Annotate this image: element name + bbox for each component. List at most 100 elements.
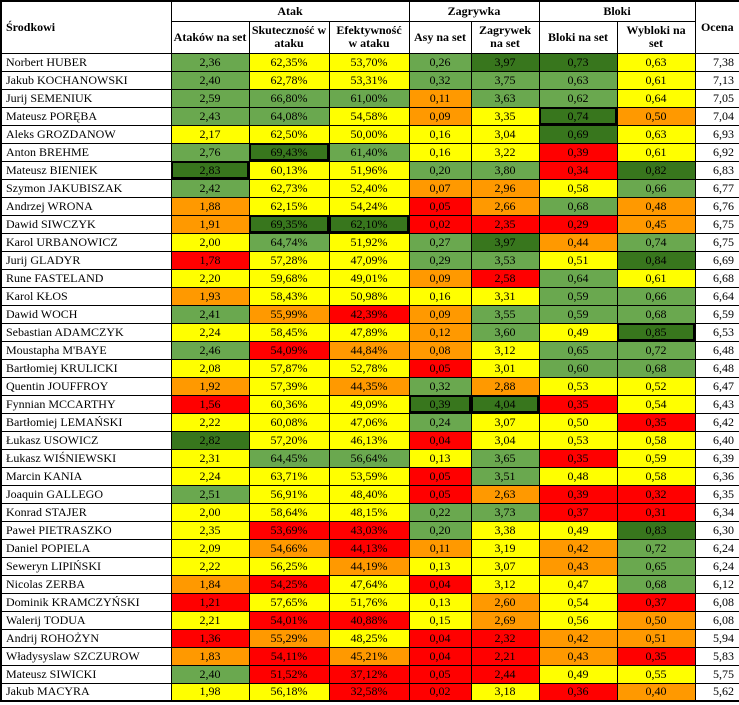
stat-cell: 0,63 <box>616 52 696 72</box>
player-name-cell: Łukasz USOWICZ <box>0 430 172 450</box>
column-header-asy-na-set: Asy na set <box>408 20 472 54</box>
stat-cell: 0,54 <box>616 394 696 414</box>
column-header-skutecznosc: Skuteczność w ataku <box>248 20 330 54</box>
player-name-cell: Karol KŁOS <box>0 286 172 306</box>
score-cell: 6,92 <box>694 142 739 162</box>
player-name-cell: Seweryn LIPIŃSKI <box>0 556 172 576</box>
score-cell: 6,39 <box>694 448 739 468</box>
player-name-cell: Norbert HUBER <box>0 52 172 72</box>
table-row: Dawid WOCH 2,41 55,99% 42,39% 0,09 3,55 0,59 0,… <box>0 304 739 324</box>
score-cell: 6,24 <box>694 556 739 576</box>
stat-cell: 0,59 <box>538 304 618 324</box>
stat-cell: 2,00 <box>170 502 250 522</box>
stat-cell: 0,11 <box>408 88 472 108</box>
stat-cell: 2,32 <box>470 628 540 648</box>
table-row: Rune FASTELAND 2,20 59,68% 49,01% 0,09 2,58 0,… <box>0 268 739 288</box>
stat-cell: 49,01% <box>328 268 410 288</box>
table-row: Łukasz WIŚNIEWSKI 2,31 64,45% 56,64% 0,13 3,6… <box>0 448 739 468</box>
table-row: Anton BREHME 2,76 69,43% 61,40% 0,16 3,22 0,39… <box>0 142 739 162</box>
stat-cell: 0,47 <box>538 574 618 594</box>
stat-cell: 0,13 <box>408 592 472 612</box>
player-name-cell: Andrij ROHOŻYN <box>0 628 172 648</box>
score-cell: 6,47 <box>694 376 739 396</box>
stat-cell: 3,18 <box>470 682 540 702</box>
table-row: Daniel POPIELA 2,09 54,66% 44,13% 0,11 3,19 0,… <box>0 538 739 558</box>
stat-cell: 0,35 <box>616 412 696 432</box>
score-cell: 6,69 <box>694 250 739 270</box>
stat-cell: 60,36% <box>248 394 330 414</box>
stat-cell: 42,39% <box>328 304 410 324</box>
stat-cell: 0,45 <box>616 214 696 234</box>
stat-cell: 62,35% <box>248 52 330 72</box>
stat-cell: 45,21% <box>328 646 410 666</box>
header-group-row: Środkowi Atak Zagrywka Bloki Ocena <box>0 0 739 54</box>
stat-cell: 0,09 <box>408 268 472 288</box>
stat-cell: 2,51 <box>170 484 250 504</box>
stat-cell: 0,49 <box>538 664 618 684</box>
stat-cell: 0,05 <box>408 358 472 378</box>
stat-cell: 3,75 <box>470 70 540 90</box>
stat-cell: 2,40 <box>170 664 250 684</box>
stat-cell: 32,58% <box>328 682 410 702</box>
stat-cell: 1,83 <box>170 646 250 666</box>
stat-cell: 0,04 <box>408 646 472 666</box>
stat-cell: 0,05 <box>408 484 472 504</box>
stat-cell: 0,43 <box>538 646 618 666</box>
stat-cell: 69,35% <box>248 214 330 234</box>
player-name-cell: Marcin KANIA <box>0 466 172 486</box>
stat-cell: 0,39 <box>408 394 472 414</box>
stat-cell: 0,11 <box>408 538 472 558</box>
table-row: Nicolas ZERBA 1,84 54,25% 47,64% 0,04 3,12 0,4… <box>0 574 739 594</box>
stat-cell: 0,74 <box>538 106 618 126</box>
stat-cell: 44,84% <box>328 340 410 360</box>
table-row: Karol URBANOWICZ 2,00 64,74% 51,92% 0,27 3,97… <box>0 232 739 252</box>
stat-cell: 4,04 <box>470 394 540 414</box>
stat-cell: 0,08 <box>408 340 472 360</box>
player-name-cell: Dawid SIWCZYK <box>0 214 172 234</box>
score-cell: 6,08 <box>694 592 739 612</box>
stat-cell: 2,42 <box>170 178 250 198</box>
stat-cell: 54,58% <box>328 106 410 126</box>
stat-cell: 53,69% <box>248 520 330 540</box>
stat-cell: 44,13% <box>328 538 410 558</box>
stat-cell: 0,15 <box>408 610 472 630</box>
stat-cell: 56,64% <box>328 448 410 468</box>
stat-cell: 64,08% <box>248 106 330 126</box>
stat-cell: 2,09 <box>170 538 250 558</box>
table-row: Karol KŁOS 1,93 58,43% 50,98% 0,16 3,31 0,59 0,… <box>0 286 739 306</box>
player-name-cell: Fynnian MCCARTHY <box>0 394 172 414</box>
stat-cell: 0,72 <box>616 538 696 558</box>
table-row: Walerij TODUA 2,21 54,01% 40,88% 0,15 2,69 0,5… <box>0 610 739 630</box>
stat-cell: 0,09 <box>408 106 472 126</box>
stat-cell: 0,22 <box>408 502 472 522</box>
stat-cell: 0,35 <box>538 448 618 468</box>
stat-cell: 54,66% <box>248 538 330 558</box>
stat-cell: 52,78% <box>328 358 410 378</box>
table-row: Moustapha M'BAYE 2,46 54,09% 44,84% 0,08 3,12… <box>0 340 739 360</box>
table-row: Norbert HUBER 2,36 62,35% 53,70% 0,26 3,97 0,7… <box>0 52 739 72</box>
stat-cell: 2,21 <box>470 646 540 666</box>
stat-cell: 58,45% <box>248 322 330 342</box>
stat-cell: 2,76 <box>170 142 250 162</box>
stat-cell: 0,16 <box>408 124 472 144</box>
stat-cell: 0,07 <box>408 178 472 198</box>
column-header-efektywnosc: Efektywność w ataku <box>328 20 410 54</box>
stat-cell: 0,58 <box>616 466 696 486</box>
stat-cell: 2,83 <box>170 160 250 180</box>
player-name-cell: Jakub KOCHANOWSKI <box>0 70 172 90</box>
stat-cell: 2,35 <box>170 520 250 540</box>
stat-cell: 0,29 <box>538 214 618 234</box>
table-row: Mateusz BIENIEK 2,83 60,13% 51,96% 0,20 3,80 0… <box>0 160 739 180</box>
stat-cell: 0,69 <box>538 124 618 144</box>
stat-cell: 3,51 <box>470 466 540 486</box>
stat-cell: 0,43 <box>538 556 618 576</box>
stat-cell: 0,13 <box>408 448 472 468</box>
score-cell: 7,13 <box>694 70 739 90</box>
player-name-cell: Szymon JAKUBISZAK <box>0 178 172 198</box>
score-cell: 6,83 <box>694 160 739 180</box>
stat-cell: 0,53 <box>538 430 618 450</box>
player-name-cell: Quentin JOUFFROY <box>0 376 172 396</box>
stat-cell: 0,56 <box>538 610 618 630</box>
column-header-zagrywek-na-set: Zagrywek na set <box>470 20 540 54</box>
